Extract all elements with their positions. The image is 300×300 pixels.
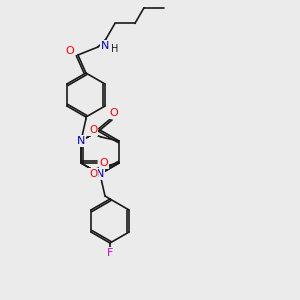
Text: N: N [96, 169, 104, 179]
Text: N: N [77, 136, 85, 146]
Text: O: O [100, 158, 108, 168]
Text: N: N [101, 41, 109, 51]
Text: O: O [110, 108, 118, 118]
Text: O: O [89, 125, 97, 135]
Text: O: O [66, 46, 74, 56]
Text: F: F [107, 248, 113, 258]
Text: H: H [111, 44, 118, 54]
Text: O: O [89, 169, 97, 179]
